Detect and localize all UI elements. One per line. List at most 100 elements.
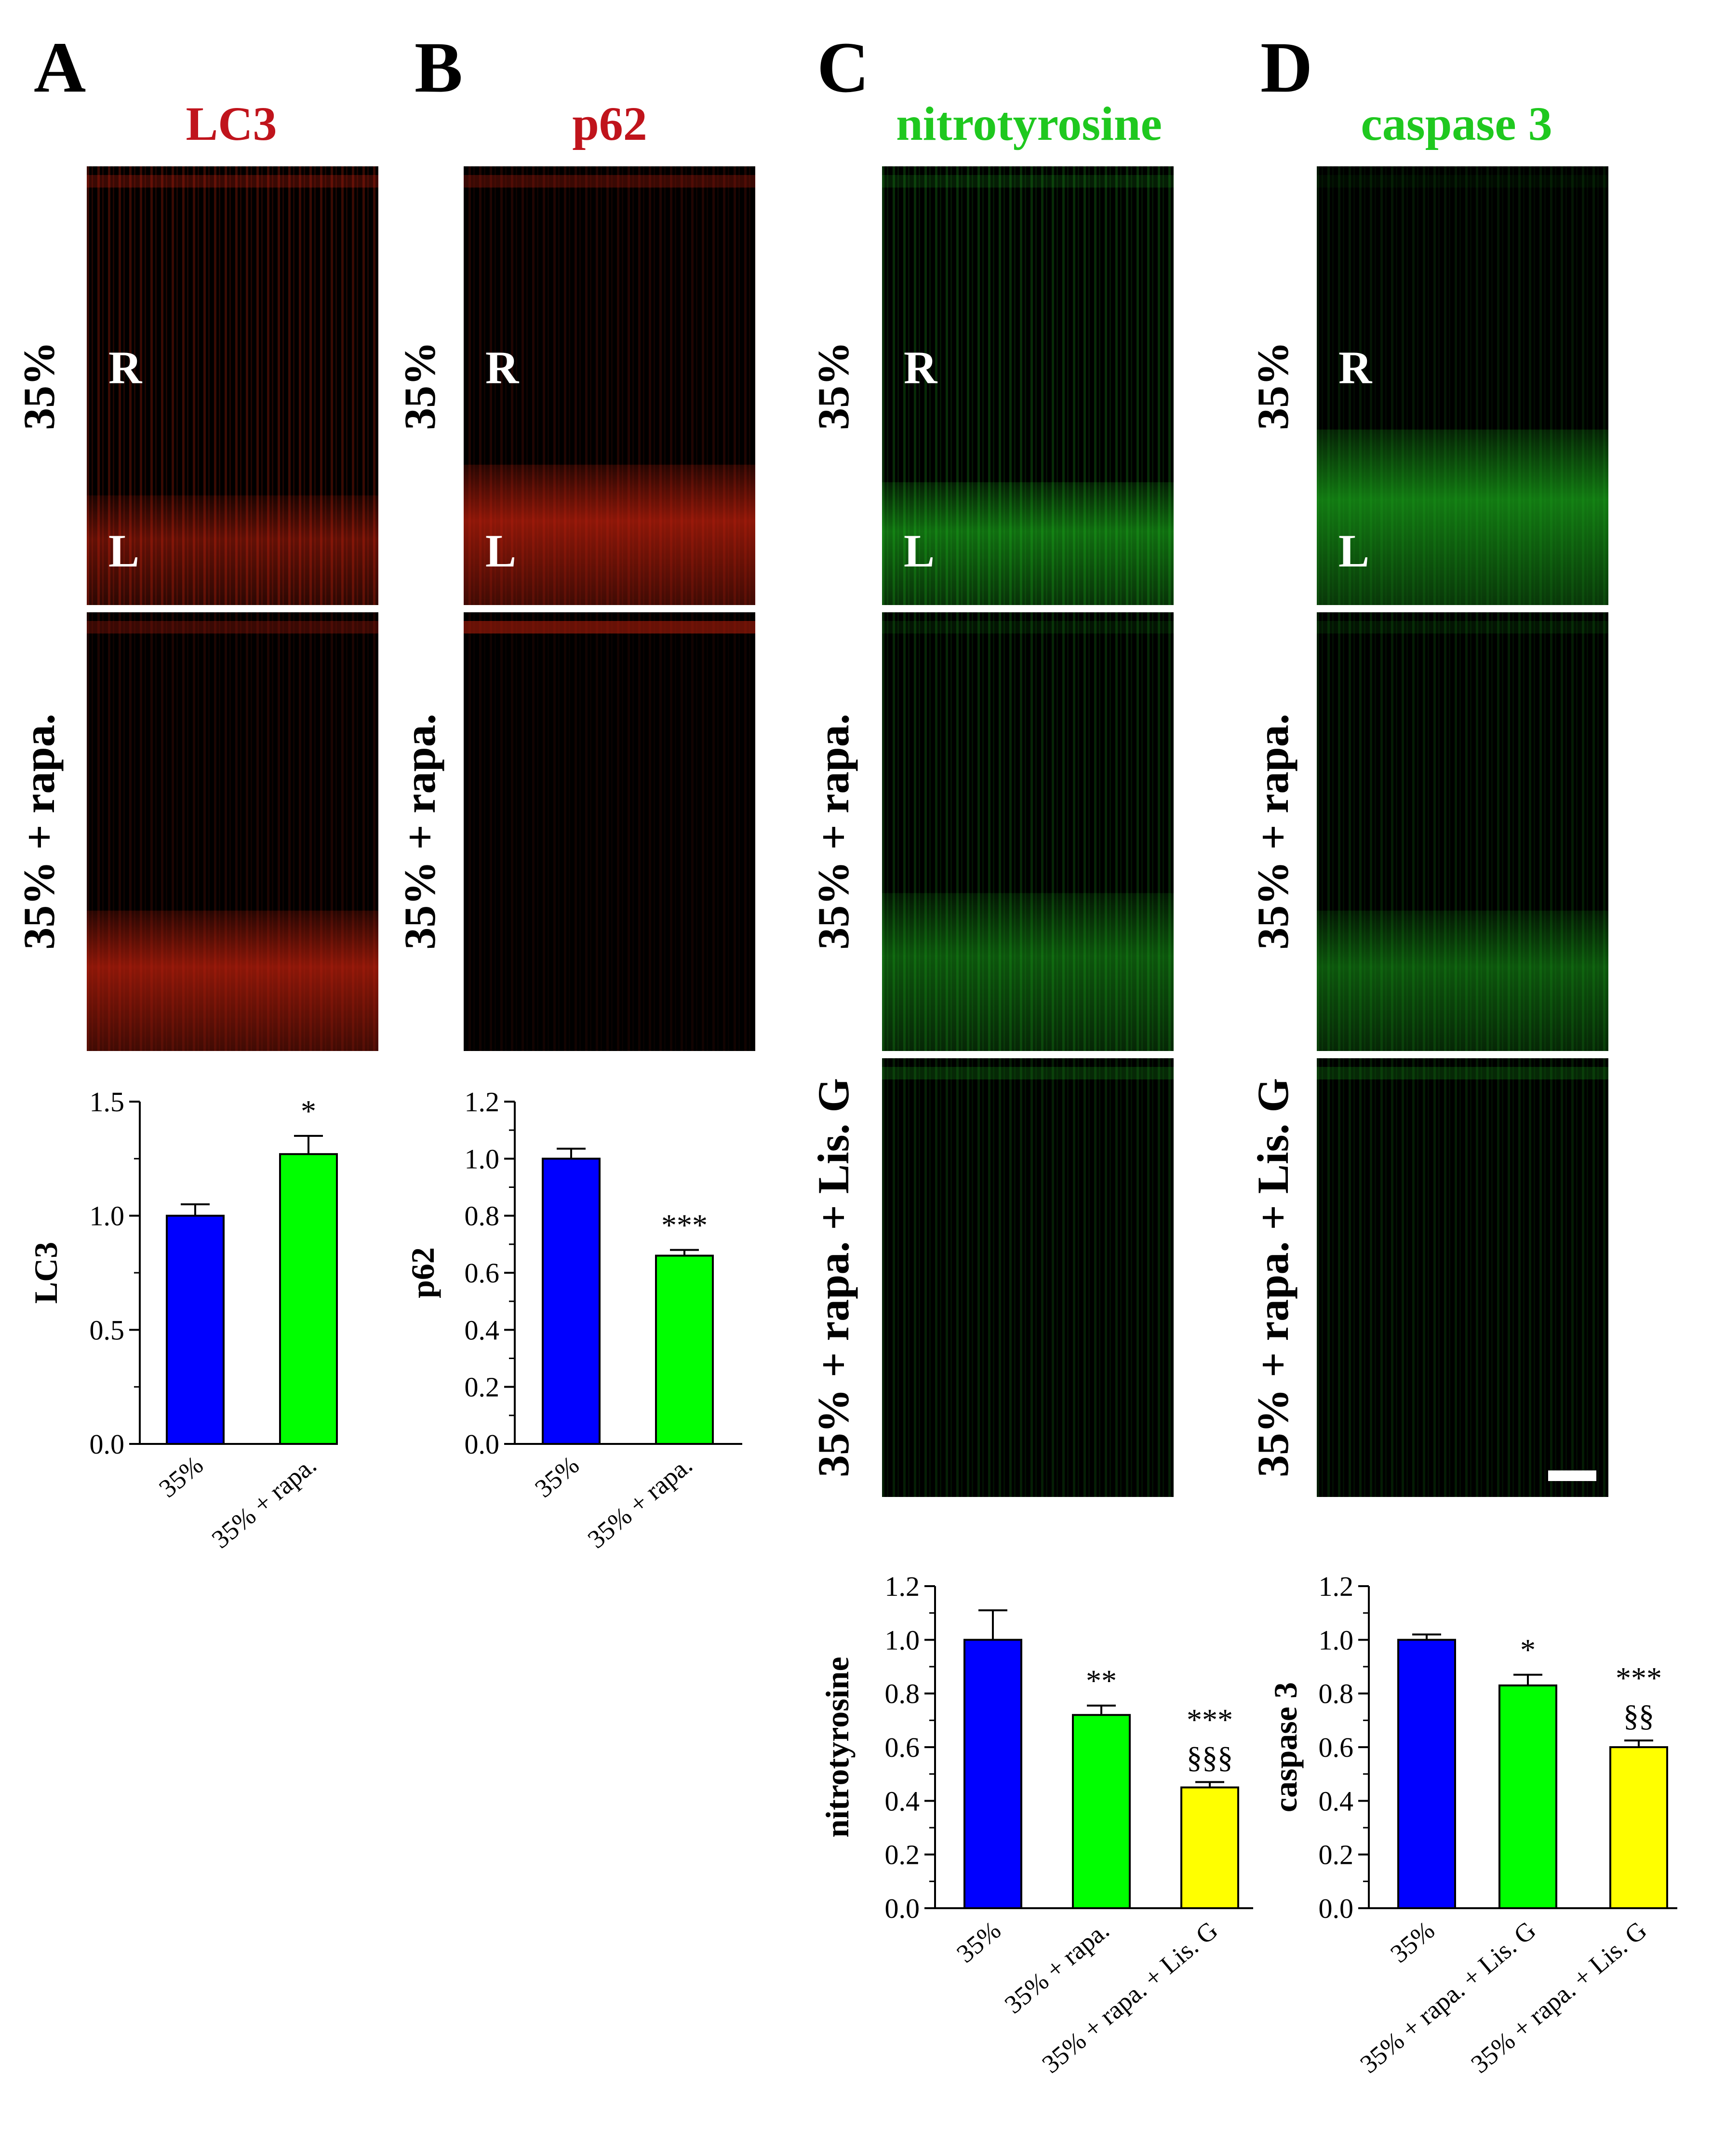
y-tick-label: 1.0 — [90, 1200, 125, 1232]
bar-chart-3: 0.0 0.2 0.4 0.6 0.8 1.0 1.2 nitrotyrosine 35% ** 3… — [819, 1571, 1253, 2079]
y-tick-label: 1.0 — [1319, 1624, 1354, 1656]
significance-label: *** — [661, 1208, 708, 1242]
row-label: 35% + rapa. — [809, 714, 858, 949]
row-label: 35% — [809, 341, 858, 430]
panel-title: caspase 3 — [1361, 97, 1552, 150]
row-label: 35% + rapa. + Lis. G — [809, 1078, 858, 1477]
panel-letter: B — [415, 27, 463, 108]
micrograph-image — [882, 612, 1174, 1051]
category-label: 35% + rapa. — [206, 1450, 322, 1554]
bar — [963, 1639, 1022, 1909]
category-label: 35% + rapa. + Lis. G — [1036, 1915, 1223, 2079]
y-tick-label: 0.0 — [90, 1428, 125, 1460]
bar — [1609, 1746, 1668, 1909]
y-tick-label: 0.4 — [465, 1314, 500, 1346]
significance-label: * — [1520, 1633, 1536, 1667]
significance-label: §§§ — [1187, 1740, 1233, 1774]
bar-chart-2: 0.0 0.2 0.4 0.6 0.8 1.0 1.2 p62 35% *** 35% + rapa… — [404, 1086, 742, 1554]
significance-label: *** — [1616, 1661, 1662, 1695]
bar-chart-1: 0.0 0.5 1.0 1.5 LC3 35% * 35% + rapa. — [27, 1086, 338, 1554]
panel-letter: D — [1260, 27, 1312, 108]
region-label-l: L — [485, 525, 516, 577]
bar — [542, 1158, 601, 1445]
y-tick-label: 0.2 — [885, 1839, 920, 1871]
region-label-l: L — [904, 525, 935, 577]
micrograph-image — [464, 166, 755, 605]
region-label-l: L — [1338, 525, 1369, 577]
micrograph-image — [1317, 166, 1608, 605]
region-label-r: R — [904, 342, 938, 393]
micrograph-image — [87, 166, 378, 605]
category-label: 35% + rapa. — [582, 1450, 698, 1554]
significance-label: * — [301, 1094, 316, 1128]
row-label: 35% + rapa. — [14, 714, 64, 949]
significance-label: *** — [1187, 1702, 1233, 1737]
y-tick-label: 0.2 — [1319, 1839, 1354, 1871]
significance-label: §§ — [1623, 1698, 1654, 1733]
row-label: 35% — [1248, 341, 1297, 430]
row-label: 35% + rapa. — [395, 714, 444, 949]
micrograph-image — [87, 612, 378, 1051]
y-tick-label: 0.5 — [90, 1314, 125, 1346]
category-label: 35% — [1385, 1915, 1440, 1968]
category-label: 35% + rapa. + Lis. G — [1354, 1915, 1541, 2079]
category-label: 35% — [951, 1915, 1006, 1968]
bar — [1072, 1714, 1131, 1909]
y-axis-label: nitrotyrosine — [819, 1657, 856, 1837]
region-label-r: R — [108, 342, 143, 393]
y-axis-label: caspase 3 — [1267, 1682, 1304, 1812]
micrograph-image — [1317, 612, 1608, 1051]
y-tick-label: 1.0 — [465, 1143, 500, 1174]
panel-letter: C — [817, 27, 869, 108]
panel-title: p62 — [572, 97, 647, 150]
y-tick-label: 0.4 — [1319, 1785, 1354, 1817]
bar — [279, 1153, 338, 1445]
y-axis-label: p62 — [404, 1247, 441, 1298]
panel-title: LC3 — [186, 97, 277, 150]
y-tick-label: 0.4 — [885, 1785, 920, 1817]
category-label: 35% + rapa. — [999, 1915, 1115, 2019]
scale-bar — [1548, 1470, 1596, 1481]
y-tick-label: 0.6 — [885, 1732, 920, 1763]
y-tick-label: 0.0 — [1319, 1893, 1354, 1924]
y-tick-label: 0.0 — [885, 1893, 920, 1924]
panel-a: A LC3 35% R L 35% + rapa. — [14, 27, 378, 1051]
y-tick-label: 0.8 — [885, 1678, 920, 1710]
y-tick-label: 1.5 — [90, 1086, 125, 1118]
category-label: 35% — [529, 1450, 584, 1503]
bar — [1498, 1684, 1557, 1909]
panel-title: nitrotyrosine — [896, 97, 1162, 150]
y-tick-label: 1.2 — [885, 1571, 920, 1602]
bar — [166, 1214, 225, 1445]
y-tick-label: 0.6 — [465, 1257, 500, 1289]
significance-label: ** — [1086, 1664, 1117, 1698]
y-tick-label: 0.2 — [465, 1372, 500, 1403]
panel-letter: A — [34, 27, 86, 108]
y-tick-label: 0.0 — [465, 1428, 500, 1460]
y-tick-label: 0.8 — [465, 1200, 500, 1232]
micrograph-image — [464, 612, 755, 1051]
row-label: 35% + rapa. — [1248, 714, 1297, 949]
bar-chart-4: 0.0 0.2 0.4 0.6 0.8 1.0 1.2 caspase 3 35% * 35% + … — [1267, 1571, 1677, 2079]
row-label: 35% — [395, 341, 444, 430]
y-tick-label: 0.8 — [1319, 1678, 1354, 1710]
region-label-r: R — [485, 342, 520, 393]
region-label-r: R — [1338, 342, 1373, 393]
y-tick-label: 1.0 — [885, 1624, 920, 1656]
y-tick-label: 1.2 — [465, 1086, 500, 1118]
row-label: 35% — [14, 341, 64, 430]
bar — [1180, 1786, 1239, 1909]
micrograph-image — [882, 1058, 1174, 1497]
region-label-l: L — [108, 525, 139, 577]
y-tick-label: 0.6 — [1319, 1732, 1354, 1763]
category-label: 35% — [153, 1450, 208, 1503]
micrograph-image — [1317, 1058, 1608, 1497]
bar — [1397, 1639, 1456, 1909]
bar — [655, 1254, 714, 1445]
y-tick-label: 1.2 — [1319, 1571, 1354, 1602]
